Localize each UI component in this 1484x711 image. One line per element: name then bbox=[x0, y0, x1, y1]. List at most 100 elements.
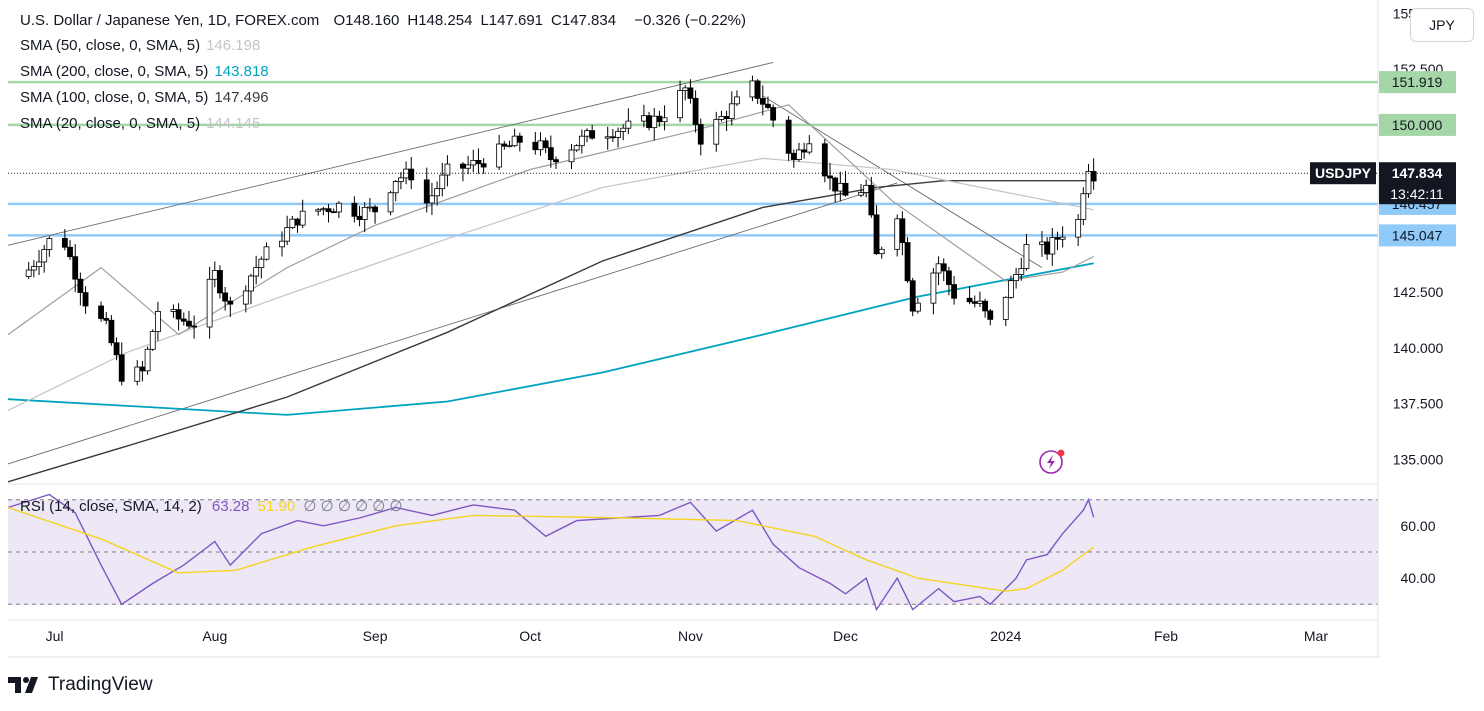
candle-body[interactable] bbox=[646, 115, 652, 129]
candle-body[interactable] bbox=[951, 284, 957, 299]
candle-body[interactable] bbox=[878, 248, 885, 255]
candle-body[interactable] bbox=[351, 202, 358, 217]
candle-body[interactable] bbox=[904, 242, 911, 282]
candle-body[interactable] bbox=[573, 145, 580, 151]
symbol-title[interactable]: U.S. Dollar / Japanese Yen, 1D, FOREX.co… bbox=[20, 12, 320, 29]
candle-body[interactable] bbox=[1075, 219, 1082, 238]
candle-body[interactable] bbox=[139, 366, 146, 372]
candle-body[interactable] bbox=[248, 275, 254, 292]
candle-body[interactable] bbox=[687, 87, 694, 99]
level-label-box[interactable] bbox=[1379, 224, 1456, 247]
candle-body[interactable] bbox=[987, 310, 994, 320]
level-label-box[interactable] bbox=[1379, 71, 1456, 94]
candle-body[interactable] bbox=[677, 90, 683, 119]
candle-body[interactable] bbox=[61, 238, 68, 248]
candle-body[interactable] bbox=[217, 270, 223, 294]
candle-body[interactable] bbox=[542, 140, 549, 149]
legend-item[interactable]: SMA (50, close, 0, SMA, 5) 146.198 bbox=[20, 37, 260, 54]
candle-body[interactable] bbox=[584, 130, 590, 137]
candle-body[interactable] bbox=[180, 318, 187, 322]
candle-body[interactable] bbox=[118, 354, 125, 382]
candle-body[interactable] bbox=[625, 120, 632, 129]
candle-body[interactable] bbox=[547, 147, 554, 161]
candle-body[interactable] bbox=[858, 192, 864, 196]
candle-body[interactable] bbox=[36, 261, 42, 268]
candle-body[interactable] bbox=[837, 182, 844, 192]
candle-body[interactable] bbox=[615, 131, 621, 138]
candle-body[interactable] bbox=[103, 318, 110, 321]
candle-body[interactable] bbox=[41, 249, 48, 263]
candle-body[interactable] bbox=[46, 238, 53, 250]
candle-body[interactable] bbox=[279, 240, 285, 248]
currency-button[interactable]: JPY bbox=[1410, 8, 1474, 42]
candle-body[interactable] bbox=[806, 143, 813, 153]
candle-body[interactable] bbox=[465, 164, 472, 169]
candle-body[interactable] bbox=[1090, 171, 1097, 182]
candle-body[interactable] bbox=[914, 302, 921, 312]
candle-body[interactable] bbox=[827, 175, 833, 179]
candle-body[interactable] bbox=[366, 206, 373, 209]
candle-body[interactable] bbox=[1013, 273, 1020, 282]
sma-line[interactable] bbox=[7, 262, 1094, 416]
candle-body[interactable] bbox=[604, 136, 611, 139]
candle-body[interactable] bbox=[253, 267, 260, 277]
candle-body[interactable] bbox=[25, 269, 32, 277]
candle-body[interactable] bbox=[894, 218, 901, 250]
candle-body[interactable] bbox=[82, 292, 89, 307]
candle-body[interactable] bbox=[113, 342, 120, 356]
candle-body[interactable] bbox=[361, 207, 368, 220]
candle-body[interactable] bbox=[728, 103, 735, 120]
candle-body[interactable] bbox=[263, 246, 270, 260]
candle-body[interactable] bbox=[439, 174, 446, 190]
price-pane[interactable] bbox=[7, 0, 1378, 484]
level-label-box[interactable] bbox=[1379, 113, 1456, 136]
candle-body[interactable] bbox=[863, 184, 870, 193]
trendline[interactable] bbox=[7, 182, 898, 465]
candle-body[interactable] bbox=[946, 270, 952, 285]
candle-body[interactable] bbox=[754, 80, 761, 99]
candle-body[interactable] bbox=[982, 300, 988, 312]
candle-body[interactable] bbox=[325, 208, 332, 213]
candle-body[interactable] bbox=[553, 159, 559, 163]
candle-body[interactable] bbox=[155, 310, 161, 333]
candle-body[interactable] bbox=[578, 135, 585, 147]
candle-body[interactable] bbox=[899, 218, 906, 244]
rsi-line[interactable] bbox=[7, 493, 1095, 612]
candle-body[interactable] bbox=[1085, 171, 1092, 195]
candle-body[interactable] bbox=[977, 300, 983, 304]
alert-lightning-icon[interactable] bbox=[1039, 449, 1065, 474]
candle-body[interactable] bbox=[98, 305, 104, 319]
candle-body[interactable] bbox=[770, 107, 777, 121]
trendline[interactable] bbox=[7, 62, 774, 246]
candle-body[interactable] bbox=[175, 309, 182, 320]
candle-body[interactable] bbox=[294, 218, 301, 226]
candle-body[interactable] bbox=[315, 209, 322, 212]
candle-body[interactable] bbox=[423, 179, 430, 204]
candle-body[interactable] bbox=[682, 87, 689, 91]
candle-body[interactable] bbox=[713, 119, 720, 145]
rsi-legend-title[interactable]: RSI (14, close, SMA, 14, 2) bbox=[20, 498, 202, 515]
candle-body[interactable] bbox=[1023, 244, 1030, 269]
candle-body[interactable] bbox=[661, 117, 668, 123]
candle-body[interactable] bbox=[72, 256, 79, 280]
candle-body[interactable] bbox=[930, 272, 937, 304]
candle-body[interactable] bbox=[971, 301, 978, 304]
candle-body[interactable] bbox=[1018, 268, 1025, 275]
candle-body[interactable] bbox=[149, 331, 156, 350]
candle-body[interactable] bbox=[1002, 296, 1009, 320]
candle-body[interactable] bbox=[940, 263, 947, 272]
candle-body[interactable] bbox=[589, 130, 596, 139]
candle-body[interactable] bbox=[749, 80, 756, 98]
candle-body[interactable] bbox=[532, 141, 539, 151]
candle-body[interactable] bbox=[434, 188, 440, 197]
candle-body[interactable] bbox=[470, 159, 477, 166]
tradingview-logo-icon[interactable] bbox=[8, 675, 42, 695]
candle-body[interactable] bbox=[242, 290, 249, 305]
candle-body[interactable] bbox=[568, 149, 575, 163]
candle-body[interactable] bbox=[67, 246, 73, 258]
candle-body[interactable] bbox=[656, 115, 663, 123]
candle-body[interactable] bbox=[170, 309, 177, 312]
candle-body[interactable] bbox=[785, 119, 792, 154]
candle-body[interactable] bbox=[1044, 241, 1051, 255]
candle-body[interactable] bbox=[475, 159, 482, 165]
